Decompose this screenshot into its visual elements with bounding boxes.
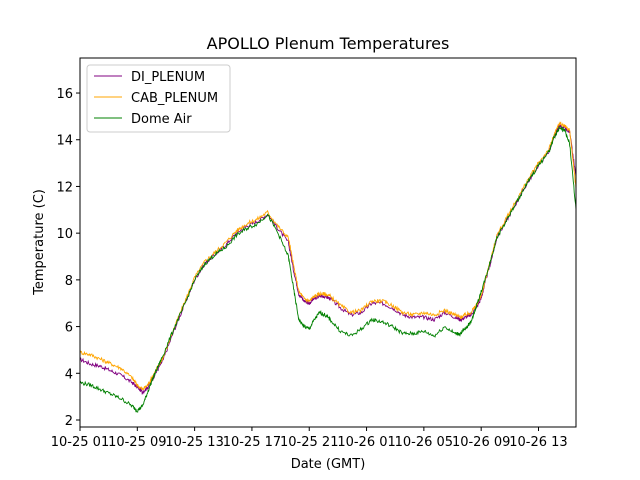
y-tick-label: 8	[65, 274, 73, 289]
y-tick-label: 4	[65, 367, 73, 382]
series-line-dome-air	[80, 125, 576, 413]
x-tick-label: 10-26 09	[452, 435, 510, 450]
x-tick-label: 10-25 17	[223, 435, 281, 450]
y-axis-label: Temperature (C)	[32, 189, 47, 296]
x-tick-label: 10-25 09	[108, 435, 166, 450]
legend-box	[86, 64, 231, 133]
series-line-di-plenum	[80, 123, 576, 395]
x-tick-label: 10-25 21	[280, 435, 338, 450]
x-tick-label: 10-26 01	[337, 435, 395, 450]
x-tick-label: 10-26 13	[509, 435, 567, 450]
y-tick-label: 2	[65, 414, 73, 429]
legend-label-di-plenum: DI_PLENUM	[131, 70, 205, 85]
y-tick-label: 10	[56, 227, 73, 242]
y-tick-label: 16	[56, 87, 73, 102]
legend-label-dome-air: Dome Air	[131, 112, 192, 127]
legend-label-cab-plenum: CAB_PLENUM	[131, 91, 218, 106]
y-tick-label: 12	[56, 180, 73, 195]
x-tick-label: 10-25 01	[51, 435, 109, 450]
chart-title: APOLLO Plenum Temperatures	[207, 34, 450, 53]
x-axis-label: Date (GMT)	[291, 457, 366, 472]
x-tick-label: 10-25 13	[165, 435, 223, 450]
plot-frame	[79, 57, 577, 428]
legend: DI_PLENUM CAB_PLENUM Dome Air	[86, 64, 231, 133]
y-tick-label: 6	[65, 321, 73, 336]
x-tick-label: 10-26 05	[395, 435, 453, 450]
y-tick-label: 14	[56, 134, 73, 149]
